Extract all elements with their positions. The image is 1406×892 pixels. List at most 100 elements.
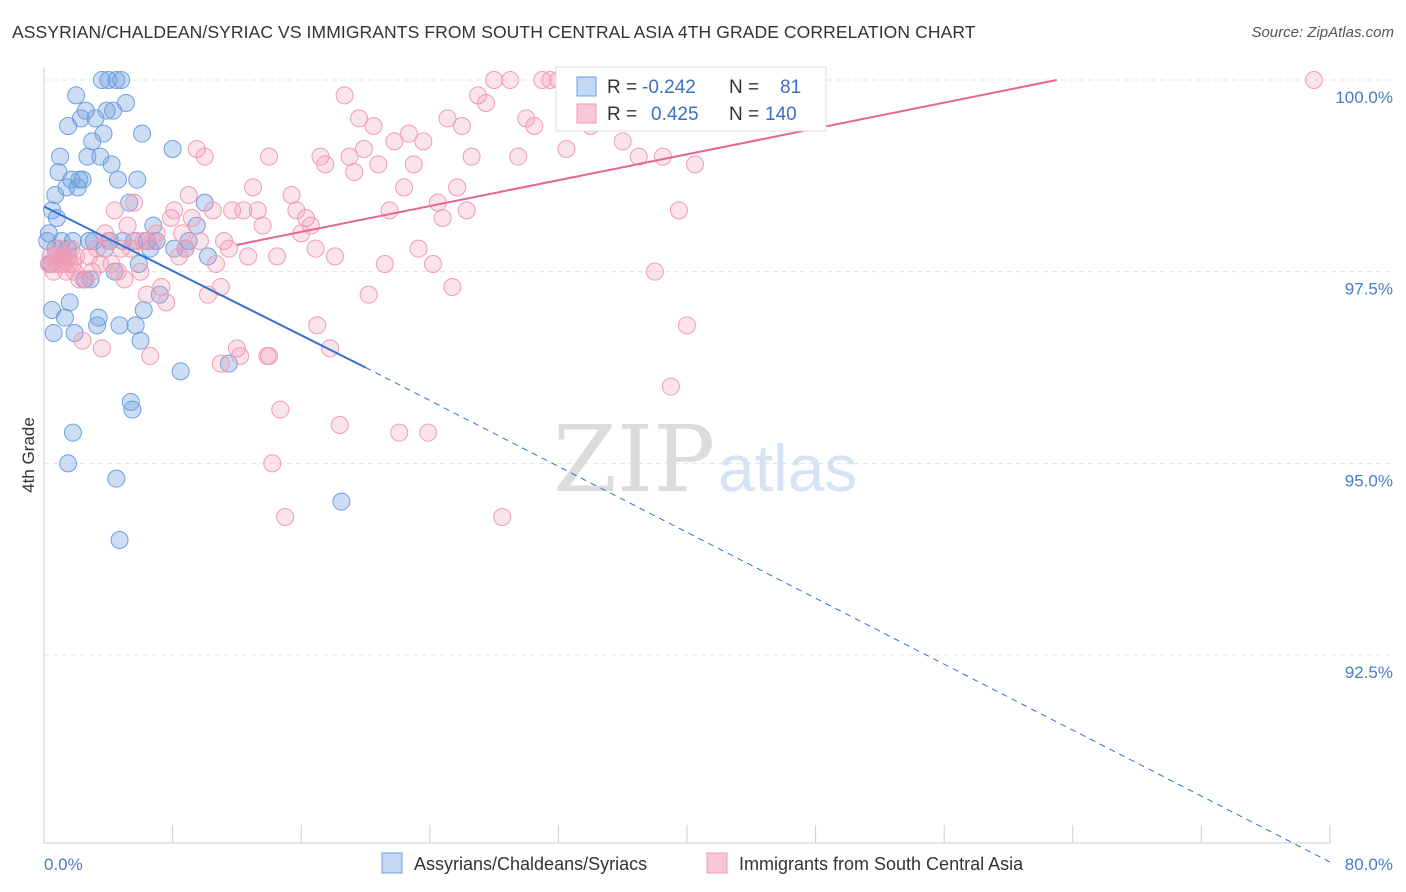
point-immigrants — [128, 232, 147, 250]
point-immigrants — [243, 178, 262, 197]
point-assyrians — [67, 86, 86, 105]
point-immigrants — [395, 178, 414, 197]
point-immigrants — [359, 285, 378, 304]
point-immigrants — [433, 209, 452, 227]
point-immigrants — [321, 339, 340, 358]
series-immigrants-points — [39, 71, 1323, 526]
point-immigrants — [485, 71, 504, 89]
trend-line-assyrians-extension — [365, 367, 1331, 863]
point-assyrians — [102, 155, 121, 174]
point-immigrants — [234, 201, 253, 220]
watermark-zip: ZIP — [553, 406, 715, 513]
legend-pink-label: Immigrants from South Central Asia — [739, 854, 1024, 874]
point-immigrants — [131, 262, 150, 281]
trend-line-assyrians — [43, 205, 366, 369]
point-assyrians — [171, 362, 190, 381]
trend-lines — [43, 79, 1331, 863]
point-assyrians — [73, 170, 92, 189]
point-immigrants — [105, 201, 124, 220]
point-assyrians — [112, 71, 131, 89]
point-immigrants — [268, 247, 287, 266]
point-immigrants — [260, 347, 279, 365]
point-immigrants — [118, 216, 137, 235]
point-assyrians — [332, 492, 351, 511]
point-immigrants — [147, 224, 166, 243]
point-immigrants — [419, 423, 438, 442]
point-immigrants — [457, 201, 476, 220]
stats-pink-r-value: 0.425 — [651, 104, 699, 125]
point-immigrants — [306, 239, 325, 258]
point-assyrians — [134, 301, 153, 319]
point-immigrants — [661, 377, 680, 396]
watermark-atlas: atlas — [718, 431, 857, 505]
point-immigrants — [501, 71, 520, 89]
point-immigrants — [438, 109, 457, 128]
point-assyrians — [163, 140, 182, 158]
point-immigrants — [308, 316, 327, 335]
point-immigrants — [613, 132, 632, 151]
legend-blue-label: Assyrians/Chaldeans/Syriacs — [414, 854, 647, 874]
point-immigrants — [399, 124, 418, 143]
point-immigrants — [287, 201, 306, 220]
stats-pink-n-value: 140 — [765, 104, 797, 125]
point-assyrians — [97, 101, 116, 120]
point-immigrants — [115, 270, 134, 289]
point-assyrians — [120, 193, 139, 212]
legend: Assyrians/Chaldeans/Syriacs Immigrants f… — [381, 852, 1024, 874]
point-assyrians — [123, 400, 142, 419]
point-immigrants — [1304, 71, 1323, 89]
point-immigrants — [448, 178, 467, 197]
point-immigrants — [385, 132, 404, 151]
point-assyrians — [121, 393, 140, 411]
point-assyrians — [94, 124, 113, 143]
point-assyrians — [107, 469, 126, 488]
point-immigrants — [165, 201, 184, 220]
point-assyrians — [128, 170, 147, 189]
point-immigrants — [190, 232, 209, 250]
point-assyrians — [110, 316, 129, 335]
stats-blue-swatch — [576, 76, 597, 97]
point-immigrants — [263, 454, 282, 473]
point-immigrants — [645, 262, 664, 281]
y-tick-label: 92.5% — [1345, 663, 1393, 682]
x-tick-label-right: 80.0% — [1345, 855, 1393, 874]
point-immigrants — [678, 316, 696, 335]
point-immigrants — [390, 423, 409, 442]
point-immigrants — [629, 147, 648, 166]
point-assyrians — [107, 71, 126, 89]
point-immigrants — [176, 239, 195, 258]
point-immigrants — [239, 247, 258, 266]
point-assyrians — [60, 293, 79, 312]
point-immigrants — [276, 508, 295, 526]
point-immigrants — [260, 147, 279, 166]
point-immigrants — [211, 354, 230, 373]
point-immigrants — [253, 216, 272, 235]
point-immigrants — [316, 155, 335, 174]
point-assyrians — [76, 101, 95, 120]
chart-title: ASSYRIAN/CHALDEAN/SYRIAC VS IMMIGRANTS F… — [12, 22, 976, 42]
point-assyrians — [59, 454, 78, 473]
point-immigrants — [669, 201, 688, 220]
trend-line-immigrants — [236, 79, 1057, 246]
watermark: ZIP atlas — [553, 406, 857, 513]
y-tick-labels: 100.0% 97.5% 95.0% 92.5% — [1335, 88, 1393, 682]
point-immigrants — [108, 262, 127, 281]
point-immigrants — [686, 155, 705, 174]
point-immigrants — [231, 347, 250, 365]
point-immigrants — [152, 278, 171, 296]
point-immigrants — [653, 147, 672, 166]
point-immigrants — [170, 247, 189, 266]
stats-pink-swatch — [576, 103, 597, 124]
stats-blue-n-label: N = — [729, 77, 759, 98]
point-assyrians — [55, 308, 74, 327]
point-assyrians — [108, 170, 127, 189]
y-tick-label: 100.0% — [1335, 88, 1393, 107]
point-immigrants — [443, 278, 462, 296]
x-tick-marks — [43, 825, 1331, 843]
y-tick-label: 95.0% — [1345, 471, 1393, 490]
point-immigrants — [248, 201, 267, 220]
stats-box: R = -0.242 N = 81 R = 0.425 N = 140 — [555, 66, 827, 132]
point-immigrants — [404, 155, 423, 174]
legend-blue-swatch — [381, 852, 403, 874]
point-immigrants — [76, 270, 95, 289]
